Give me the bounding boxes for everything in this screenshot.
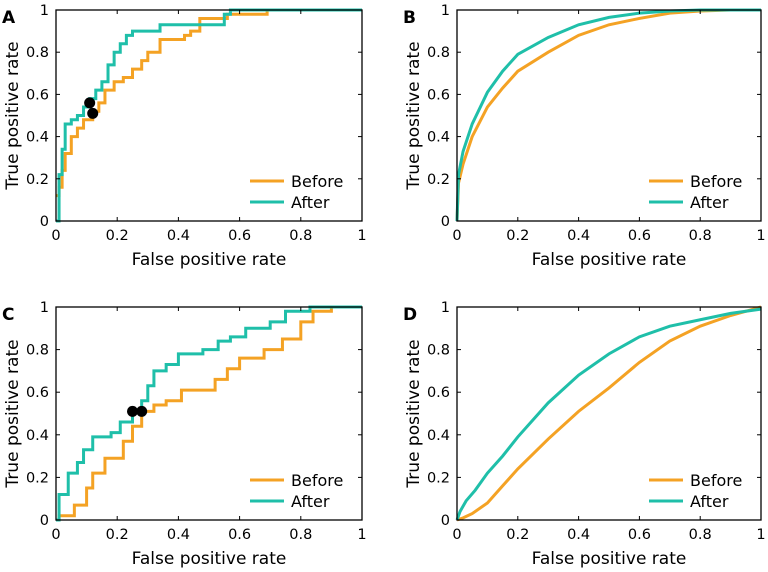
- legend-label-before-d: Before: [690, 471, 742, 490]
- y-axis-label-b: True positive rate: [404, 41, 424, 190]
- operating-point-marker-c-2: [136, 405, 148, 417]
- x-axis-label-c: False positive rate: [132, 549, 287, 569]
- y-tick-label-b: 0.8: [427, 45, 450, 61]
- panel-c: C 0 0.2 0.4 0.6 0.8 1 0 0.2 0.4 0.6 0.8 1 False posit…: [2, 300, 367, 569]
- panel-letter-a: A: [2, 8, 16, 28]
- y-tick-label-b: 0.6: [427, 87, 450, 103]
- x-axis-label-b: False positive rate: [532, 250, 687, 270]
- y-tick-label-c: 0.6: [26, 385, 49, 401]
- series-line-after-d: [455, 307, 762, 521]
- x-tick-label-d: 0.4: [567, 527, 590, 543]
- x-tick-label-d: 0: [452, 527, 461, 543]
- x-tick-label-d: 1: [756, 527, 765, 543]
- x-tick-label-a: 0: [51, 228, 60, 244]
- y-tick-label-d: 0.6: [427, 385, 450, 401]
- x-tick-label-c: 0.8: [289, 527, 312, 543]
- legend-label-after-a: After: [291, 193, 330, 212]
- y-axis-label-c: True positive rate: [3, 339, 23, 488]
- x-tick-label-c: 0.4: [167, 527, 190, 543]
- legend-label-before-c: Before: [291, 471, 343, 490]
- x-tick-label-a: 1: [357, 228, 366, 244]
- y-tick-label-c: 0: [40, 513, 49, 529]
- series-line-after-a: [56, 8, 362, 223]
- y-tick-label-a: 0: [40, 214, 49, 230]
- y-axis-label-a: True positive rate: [3, 41, 23, 190]
- legend-label-after-c: After: [291, 492, 330, 511]
- x-tick-label-b: 0.4: [567, 228, 590, 244]
- x-tick-label-d: 0.2: [506, 527, 529, 543]
- series-line-after-c: [56, 305, 362, 522]
- series-line-before-d: [456, 305, 762, 522]
- x-axis-label-d: False positive rate: [532, 549, 687, 569]
- x-tick-label-a: 0.8: [289, 228, 312, 244]
- axes-box-d: [456, 306, 762, 521]
- y-tick-label-c: 1: [40, 300, 49, 316]
- y-tick-label-b: 0.2: [427, 172, 450, 188]
- y-tick-label-d: 0.4: [427, 428, 450, 444]
- y-tick-label-d: 0: [441, 513, 450, 529]
- x-tick-label-a: 0.2: [106, 228, 129, 244]
- x-tick-label-c: 0.6: [228, 527, 251, 543]
- x-tick-label-c: 1: [357, 527, 366, 543]
- y-tick-label-b: 0: [441, 214, 450, 230]
- x-tick-label-b: 0: [452, 228, 461, 244]
- y-tick-label-d: 1: [441, 300, 450, 316]
- series-line-before-c: [56, 305, 362, 522]
- operating-point-marker-a-2: [87, 107, 99, 119]
- x-tick-label-c: 0: [51, 527, 60, 543]
- y-tick-label-a: 1: [40, 3, 49, 19]
- panel-letter-d: D: [403, 305, 417, 325]
- panel-a: A 0 0.2 0.4 0.6 0.8 1 0 0.2 0.4 0.6 0.8 1 False posit…: [2, 3, 367, 270]
- operating-point-marker-c-1: [127, 405, 138, 417]
- panel-letter-c: C: [2, 305, 14, 325]
- axes-box-b: [456, 9, 762, 222]
- x-tick-label-b: 1: [756, 228, 765, 244]
- y-tick-label-d: 0.8: [427, 343, 450, 359]
- y-tick-label-c: 0.8: [26, 343, 49, 359]
- y-tick-label-c: 0.2: [26, 470, 49, 486]
- panel-letter-b: B: [403, 8, 416, 28]
- y-axis-label-d: True positive rate: [404, 339, 424, 488]
- y-tick-label-a: 0.6: [26, 87, 49, 103]
- x-tick-label-a: 0.6: [228, 228, 251, 244]
- y-tick-label-a: 0.2: [26, 172, 49, 188]
- legend-label-after-b: After: [690, 193, 729, 212]
- legend-label-before-b: Before: [690, 172, 742, 191]
- y-tick-label-c: 0.4: [26, 428, 49, 444]
- panel-d: D 0 0.2 0.4 0.6 0.8 1 0 0.2 0.4 0.6 0.8 1 False posit…: [403, 300, 766, 569]
- x-tick-label-d: 0.8: [689, 527, 712, 543]
- axes-box-c: [55, 306, 363, 521]
- x-tick-label-c: 0.2: [106, 527, 129, 543]
- y-tick-label-a: 0.8: [26, 45, 49, 61]
- x-tick-label-a: 0.4: [167, 228, 190, 244]
- legend-label-before-a: Before: [291, 172, 343, 191]
- x-tick-label-b: 0.2: [506, 228, 529, 244]
- y-tick-label-d: 0.2: [427, 470, 450, 486]
- x-axis-label-a: False positive rate: [132, 250, 287, 270]
- series-line-before-a: [56, 8, 362, 198]
- panel-b: B 0 0.2 0.4 0.6 0.8 1 0 0.2 0.4 0.6 0.8 1 False posit…: [403, 3, 766, 270]
- legend-label-after-d: After: [690, 492, 729, 511]
- y-tick-label-a: 0.4: [26, 130, 49, 146]
- x-tick-label-d: 0.6: [628, 527, 651, 543]
- x-tick-label-b: 0.8: [689, 228, 712, 244]
- axes-box-a: [55, 9, 363, 222]
- y-tick-label-b: 0.4: [427, 130, 450, 146]
- y-tick-label-b: 1: [441, 3, 450, 19]
- x-tick-label-b: 0.6: [628, 228, 651, 244]
- operating-point-marker-a-1: [84, 97, 96, 109]
